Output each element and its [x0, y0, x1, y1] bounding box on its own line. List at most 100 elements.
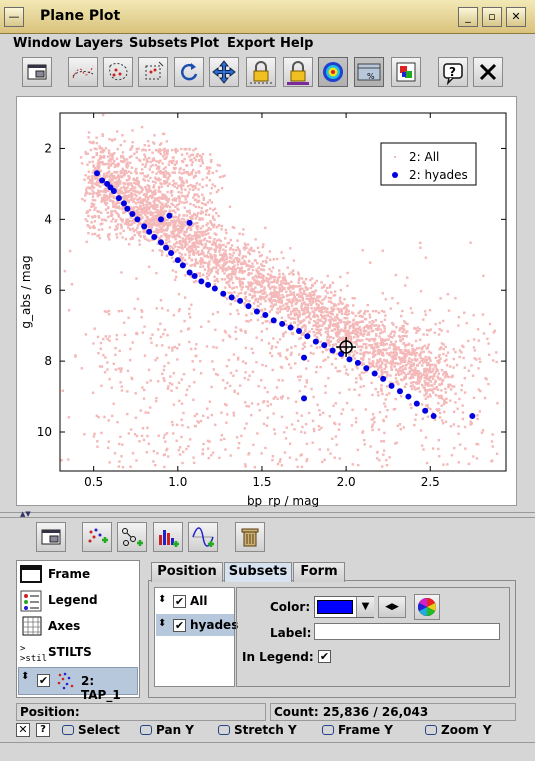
all-point — [191, 153, 195, 156]
density-icon[interactable] — [318, 57, 348, 87]
all-point — [140, 209, 144, 212]
all-point — [248, 293, 251, 296]
all-point — [192, 253, 195, 256]
subset-all-checkbox[interactable]: ✔ — [173, 595, 186, 608]
all-point — [392, 408, 396, 411]
menu-help[interactable]: Help — [280, 36, 314, 51]
all-point — [354, 322, 357, 325]
all-point — [195, 215, 199, 218]
all-point — [434, 371, 438, 374]
all-point — [223, 278, 226, 281]
tab-form[interactable]: Form — [293, 562, 345, 582]
window-icon[interactable] — [36, 522, 66, 552]
all-point — [142, 211, 145, 215]
close-window-button[interactable]: ✕ — [506, 7, 526, 27]
menu-plot[interactable]: Plot — [190, 36, 220, 51]
all-point — [103, 218, 106, 222]
all-point — [309, 286, 313, 290]
minimize-button[interactable]: _ — [458, 7, 478, 27]
all-point — [356, 331, 359, 334]
split-divider[interactable]: ▲▼ — [0, 510, 535, 518]
pan-icon[interactable] — [209, 57, 239, 87]
menu-layers[interactable]: Layers — [75, 36, 124, 51]
layer-stilts-label[interactable]: STILTS — [48, 645, 92, 659]
chevron-down-icon[interactable]: ▼ — [356, 597, 374, 617]
all-point — [135, 171, 138, 174]
all-point — [211, 256, 214, 259]
all-point — [159, 170, 162, 173]
horizontal-scrollbar[interactable] — [0, 742, 535, 761]
all-point — [271, 285, 274, 289]
all-point — [277, 378, 280, 382]
window-menu-button[interactable]: — — [4, 7, 24, 27]
maximize-button[interactable]: ▫ — [482, 7, 502, 27]
add-function-icon[interactable] — [188, 522, 218, 552]
points-icon[interactable] — [103, 57, 133, 87]
y-tick-label: 6 — [44, 283, 52, 297]
all-point — [156, 220, 159, 223]
all-point — [218, 248, 222, 251]
reload-icon[interactable] — [174, 57, 204, 87]
add-points-icon[interactable] — [82, 522, 112, 552]
delete-icon[interactable] — [235, 522, 265, 552]
window-icon[interactable] — [22, 57, 52, 87]
add-histogram-icon[interactable] — [153, 522, 183, 552]
color-selector[interactable]: ▼ — [314, 596, 374, 618]
all-point — [133, 186, 137, 189]
menu-export[interactable]: Export — [227, 36, 276, 51]
lines-icon[interactable] — [68, 57, 98, 87]
subset-all-row[interactable]: ⬍ ✔ All — [156, 590, 233, 612]
all-point — [183, 148, 186, 151]
help-hints-icon[interactable]: ? — [36, 723, 50, 737]
region-icon[interactable] — [138, 57, 168, 87]
all-point — [389, 374, 392, 377]
tab-subsets[interactable]: Subsets — [224, 562, 292, 582]
color-step-buttons[interactable]: ◀▶ — [378, 596, 406, 618]
close-icon[interactable] — [473, 57, 503, 87]
layer-frame-label[interactable]: Frame — [48, 567, 91, 581]
layer-tap-checkbox[interactable]: ✔ — [37, 674, 50, 687]
all-point — [341, 355, 345, 358]
all-point — [149, 189, 152, 193]
all-point — [427, 382, 430, 386]
all-point — [105, 187, 108, 190]
all-point — [135, 180, 138, 183]
hyades-point — [115, 195, 122, 202]
close-hints-icon[interactable]: ✕ — [16, 723, 30, 737]
menu-subsets[interactable]: Subsets — [129, 36, 188, 51]
tab-position[interactable]: Position — [151, 562, 223, 582]
subset-list: ⬍ ✔ All ⬍ ✔ hyades — [154, 587, 238, 687]
x-tick-label: 2.5 — [421, 475, 440, 489]
add-pairs-icon[interactable] — [117, 522, 147, 552]
subset-hyades-checkbox[interactable]: ✔ — [173, 619, 186, 632]
grid-icon[interactable]: % — [354, 57, 384, 87]
menu-window[interactable]: Window — [13, 36, 72, 51]
all-point — [324, 330, 328, 334]
drag-handle-icon[interactable]: ⬍ — [158, 594, 167, 605]
all-point — [122, 182, 125, 185]
layer-axes-label[interactable]: Axes — [48, 619, 81, 633]
lock-all-icon[interactable] — [283, 57, 313, 87]
all-point — [216, 310, 220, 314]
plot-panel[interactable]: 0.5 1.0 1.5 2.0 2.5 2 4 6 8 10 bp_rp / mag g_abs / … — [16, 96, 518, 508]
color-wheel-button[interactable] — [414, 594, 440, 620]
y-tick-label: 4 — [44, 212, 52, 226]
all-point — [129, 347, 132, 351]
all-point — [194, 147, 197, 150]
layer-legend-label[interactable]: Legend — [48, 593, 98, 607]
drag-handle-icon[interactable]: ⬍ — [21, 671, 30, 682]
help-icon[interactable]: ? — [438, 57, 468, 87]
in-legend-checkbox[interactable]: ✔ — [318, 650, 331, 663]
drag-handle-icon[interactable]: ⬍ — [158, 618, 167, 629]
label-input[interactable] — [314, 623, 500, 640]
lock-icon[interactable] — [246, 57, 276, 87]
all-point — [134, 167, 138, 171]
all-point — [212, 345, 215, 349]
layer-tap-row[interactable]: ⬍ ✔ 2: TAP_1 — [18, 667, 138, 702]
all-point — [188, 155, 191, 158]
export-icon[interactable] — [391, 57, 421, 87]
all-point — [108, 193, 112, 196]
subset-hyades-row[interactable]: ⬍ ✔ hyades — [156, 614, 238, 636]
collapse-arrows-icon[interactable]: ▲▼ — [20, 510, 31, 518]
